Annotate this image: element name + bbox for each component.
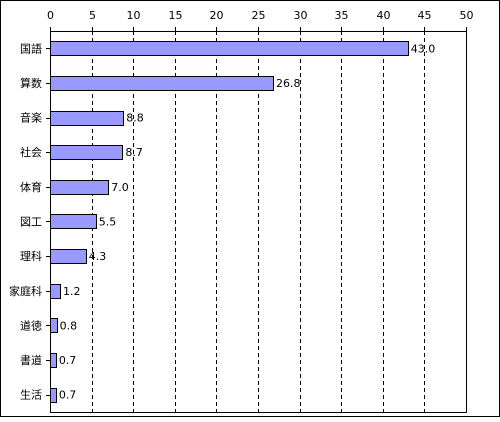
bar	[50, 388, 57, 403]
grid-lines	[92, 31, 425, 412]
category-label: 家庭科	[9, 284, 42, 298]
tick-label: 15	[169, 9, 183, 22]
value-label: 0.7	[59, 354, 77, 367]
tick-label: 25	[252, 9, 266, 22]
category-label: 書道	[20, 353, 42, 367]
tick-label: 45	[418, 9, 432, 22]
tick-label: 35	[335, 9, 349, 22]
category-label: 算数	[20, 76, 42, 90]
bar	[50, 318, 58, 333]
bar	[50, 284, 61, 299]
tick-label: 0	[47, 9, 54, 22]
bar	[50, 214, 97, 229]
bar	[50, 76, 274, 91]
value-label: 0.8	[60, 319, 78, 332]
value-label: 0.7	[59, 389, 77, 402]
bars	[50, 41, 409, 403]
bar	[50, 249, 87, 264]
value-label: 7.0	[111, 181, 128, 194]
tick-label: 10	[127, 9, 141, 22]
tick-label: 5	[89, 9, 96, 22]
value-label: 5.5	[99, 216, 117, 229]
category-label: 生活	[20, 388, 42, 402]
value-label: 8.7	[125, 146, 143, 159]
category-label: 国語	[20, 41, 42, 55]
value-label: 1.2	[63, 285, 81, 298]
category-label: 体育	[20, 180, 42, 194]
bar	[50, 41, 409, 56]
value-label: 4.3	[89, 250, 107, 263]
value-label: 43.0	[411, 42, 436, 55]
bar	[50, 180, 109, 195]
bar	[50, 353, 57, 368]
category-label: 社会	[20, 145, 42, 159]
bar	[50, 111, 124, 126]
category-label: 道徳	[20, 318, 42, 332]
value-label: 8.8	[126, 112, 144, 125]
x-axis-ticks: 0 5 10 15 20 25 30 35 40 45 50	[47, 9, 474, 31]
value-labels: 43.0 26.8 8.8 8.7 7.0 5.5 4.3 1.2 0.8 0.7 0.7	[59, 42, 435, 401]
plot-area-border	[50, 31, 467, 413]
tick-label: 30	[294, 9, 308, 22]
category-label: 理科	[20, 249, 42, 263]
tick-label: 20	[210, 9, 224, 22]
value-label: 26.8	[276, 77, 301, 90]
tick-label: 40	[377, 9, 391, 22]
category-label: 図工	[20, 216, 42, 229]
tick-label: 50	[460, 9, 474, 22]
bar	[50, 145, 123, 160]
category-label: 音楽	[20, 111, 42, 125]
